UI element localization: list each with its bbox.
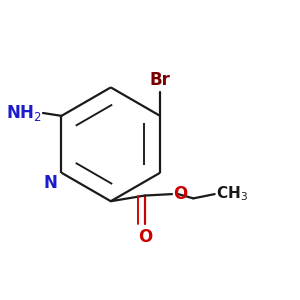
Text: NH$_2$: NH$_2$ (6, 103, 42, 123)
Text: N: N (44, 174, 57, 192)
Text: O: O (173, 185, 188, 203)
Text: Br: Br (150, 71, 170, 89)
Text: CH$_3$: CH$_3$ (216, 185, 248, 203)
Text: O: O (138, 228, 152, 246)
